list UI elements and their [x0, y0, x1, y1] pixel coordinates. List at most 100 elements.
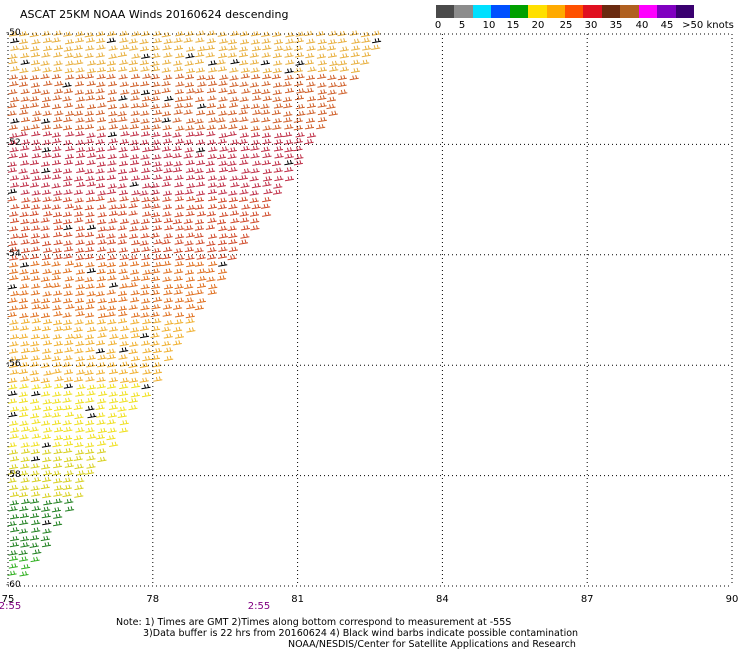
wind-barb	[316, 123, 326, 130]
wind-barb	[307, 132, 317, 138]
wind-barb	[85, 347, 95, 353]
wind-barb	[75, 239, 85, 245]
wind-barb	[185, 159, 195, 166]
wind-barb	[172, 340, 182, 346]
wind-barb	[18, 354, 29, 361]
wind-barb	[108, 297, 118, 304]
wind-barb	[128, 348, 138, 355]
wind-barb	[206, 240, 216, 247]
wind-barb	[284, 153, 294, 159]
wind-barb	[10, 491, 20, 498]
wind-barb	[273, 39, 283, 45]
wind-barb	[229, 175, 239, 181]
wind-barb	[29, 426, 39, 432]
wind-barb	[62, 196, 72, 203]
wind-barb	[152, 362, 162, 368]
wind-barb	[205, 267, 215, 274]
wind-barb	[272, 82, 283, 88]
wind-barb	[20, 477, 30, 483]
wind-barb	[75, 67, 85, 73]
wind-barb	[40, 333, 50, 340]
wind-barb	[64, 498, 74, 504]
wind-barb	[98, 390, 108, 397]
wind-barb	[107, 81, 118, 87]
wind-barb	[42, 456, 52, 463]
wind-barb	[139, 362, 149, 368]
wind-barb	[150, 189, 160, 195]
wind-barb	[119, 347, 129, 353]
wind-barb	[194, 58, 204, 65]
wind-barb	[119, 341, 129, 347]
legend-label: 10	[482, 20, 496, 31]
wind-barb	[293, 125, 303, 131]
wind-barb	[141, 298, 151, 304]
wind-barb	[18, 81, 29, 87]
wind-barb	[130, 89, 140, 95]
wind-barb	[284, 147, 294, 153]
wind-barb	[304, 124, 315, 130]
wind-barb	[52, 146, 62, 152]
wind-barb	[227, 225, 237, 231]
wind-barb	[252, 160, 262, 166]
wind-barb	[41, 102, 51, 109]
wind-barb	[272, 31, 282, 37]
wind-barb	[74, 37, 85, 43]
wind-barb	[54, 376, 64, 382]
wind-barb	[9, 175, 19, 181]
wind-barb	[21, 448, 31, 454]
wind-barb	[109, 398, 119, 404]
wind-barb	[163, 284, 174, 290]
wind-barb	[41, 174, 52, 180]
wind-barb	[119, 283, 129, 289]
wind-barb	[107, 183, 117, 189]
wind-barb	[185, 290, 195, 297]
wind-barb	[9, 433, 19, 439]
wind-barb	[63, 440, 74, 447]
wind-barb	[85, 405, 95, 411]
wind-barb	[129, 181, 139, 187]
wind-barb	[119, 103, 129, 109]
wind-barb	[273, 103, 283, 109]
wind-barb	[29, 74, 39, 81]
wind-barb	[173, 37, 183, 43]
wind-barb	[186, 261, 196, 268]
wind-barb	[118, 146, 128, 153]
wind-barb	[195, 174, 205, 181]
wind-barb	[106, 262, 116, 268]
wind-barb	[329, 66, 339, 72]
note-line-1: Note: 1) Times are GMT 2)Times along bot…	[116, 617, 512, 628]
wind-barb	[131, 190, 141, 196]
wind-barb	[107, 167, 117, 173]
wind-barb	[196, 110, 206, 116]
wind-barb	[142, 318, 152, 325]
wind-barb	[194, 152, 204, 158]
wind-barb	[139, 332, 150, 339]
wind-barb	[85, 117, 95, 123]
wind-barb	[42, 291, 52, 297]
wind-barb	[184, 283, 194, 290]
wind-barb	[174, 333, 185, 339]
wind-barb	[52, 297, 62, 303]
wind-barb	[207, 254, 217, 260]
wind-barb	[173, 289, 183, 295]
wind-barb	[41, 464, 51, 470]
wind-barb	[74, 319, 84, 325]
wind-barb	[30, 268, 40, 275]
wind-barb	[306, 81, 316, 87]
legend-swatch	[675, 5, 695, 18]
wind-barb	[20, 376, 30, 382]
wind-barb	[30, 168, 40, 175]
wind-barb	[30, 448, 40, 455]
wind-barb	[227, 147, 237, 153]
wind-barb	[107, 153, 117, 160]
wind-barb	[194, 168, 204, 174]
wind-barb	[19, 44, 29, 51]
wind-barb	[62, 397, 72, 403]
wind-barb	[106, 66, 116, 73]
wind-barb	[174, 89, 184, 95]
wind-barb	[30, 218, 40, 224]
wind-barb	[41, 506, 51, 512]
wind-barb	[42, 131, 52, 137]
wind-barb	[40, 182, 51, 188]
wind-barb	[161, 102, 171, 108]
